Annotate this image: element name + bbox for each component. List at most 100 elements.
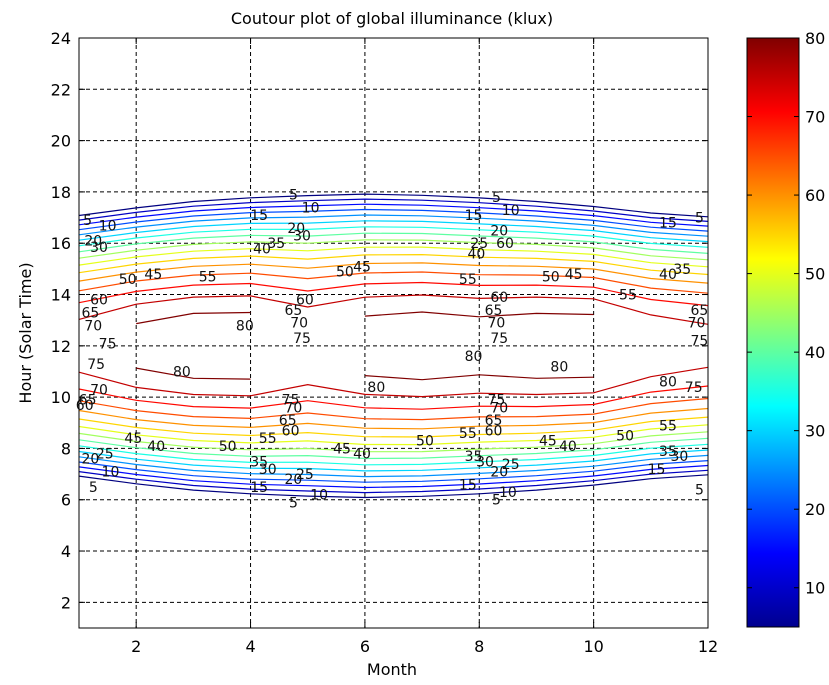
contour-label: 30 (670, 449, 688, 465)
contour-line (78, 469, 709, 494)
contour-label: 60 (490, 290, 508, 306)
contour-label: 60 (496, 236, 514, 252)
y-tick-label: 14 (51, 286, 71, 305)
contour-label: 50 (542, 270, 560, 286)
contour-label: 35 (250, 454, 268, 470)
contour-line (78, 208, 709, 232)
contour-label: 15 (250, 480, 268, 496)
x-tick-label: 8 (474, 637, 484, 656)
contour-label: 10 (102, 465, 120, 481)
contour-label: 75 (87, 357, 105, 373)
contour-label: 30 (476, 454, 494, 470)
contour-label: 55 (659, 418, 677, 434)
contour-label: 75 (685, 380, 703, 396)
contour-label: 25 (502, 457, 520, 473)
contour-line (78, 431, 709, 453)
contour-line (78, 232, 709, 254)
contour-label: 50 (219, 439, 237, 455)
x-tick-label: 2 (131, 637, 141, 656)
y-tick-label: 22 (51, 80, 71, 99)
contour-label: 35 (673, 262, 691, 278)
contour-label: 15 (659, 216, 677, 232)
contour-line (136, 367, 251, 380)
x-axis-label: Month (367, 660, 417, 679)
contour-label: 60 (485, 423, 503, 439)
colorbar-tick-label: 10 (805, 579, 825, 598)
contour-label: 35 (659, 444, 677, 460)
colorbar-tick-label: 60 (805, 186, 825, 205)
y-axis-label: Hour (Solar Time) (16, 262, 35, 403)
contour-label: 5 (695, 482, 704, 498)
contour-label: 55 (459, 272, 477, 288)
contour-line (136, 311, 251, 325)
contour-label: 50 (616, 429, 634, 445)
contour-label: 50 (119, 272, 137, 288)
contour-line (78, 474, 709, 499)
contour-label: 70 (84, 318, 102, 334)
plot-area (79, 38, 708, 628)
contour-label: 20 (82, 452, 100, 468)
contour-lines (78, 193, 709, 499)
contour-label: 65 (279, 413, 297, 429)
contour-line (78, 193, 709, 218)
contour-label: 10 (99, 218, 117, 234)
x-tick-label: 6 (360, 637, 370, 656)
contour-label: 25 (470, 236, 488, 252)
contour-label: 45 (124, 431, 142, 447)
contour-label: 60 (76, 398, 94, 414)
contour-label: 45 (565, 267, 583, 283)
contour-label: 65 (485, 303, 503, 319)
plot-frame (78, 37, 709, 629)
contour-label: 30 (90, 240, 108, 256)
x-tick-label: 4 (245, 637, 255, 656)
contour-label: 75 (99, 336, 117, 352)
contour-label: 60 (90, 293, 108, 309)
contour-line (78, 239, 709, 261)
contour-label: 80 (465, 349, 483, 365)
y-tick-label: 6 (61, 491, 71, 510)
contour-label: 20 (287, 221, 305, 237)
contour-line (78, 220, 709, 243)
contour-label: 80 (367, 380, 385, 396)
contour-line (78, 397, 709, 421)
contour-label: 20 (84, 234, 102, 250)
contour-label: 10 (310, 488, 328, 504)
contour-line (78, 226, 709, 248)
contour-line (78, 460, 709, 483)
contour-line (78, 454, 709, 478)
contour-label: 80 (173, 364, 191, 380)
colorbar-tick-label: 80 (805, 29, 825, 48)
contour-label: 5 (695, 211, 704, 227)
colorbar-tick-label: 70 (805, 108, 825, 127)
contour-label: 65 (79, 393, 97, 409)
contour-label: 40 (253, 241, 271, 257)
contour-label: 70 (490, 400, 508, 416)
y-tick-label: 8 (61, 439, 71, 458)
contour-label: 5 (289, 187, 298, 203)
contour-label: 65 (82, 305, 100, 321)
contour-label: 40 (353, 447, 371, 463)
contour-label: 75 (488, 393, 506, 409)
contour-line (78, 281, 709, 307)
contour-label: 60 (296, 293, 314, 309)
contour-line (78, 214, 709, 237)
contour-label: 35 (465, 449, 483, 465)
grid-lines (79, 38, 708, 628)
contour-label: 70 (688, 316, 706, 332)
contour-label: 45 (144, 267, 162, 283)
y-tick-label: 4 (61, 542, 71, 561)
y-tick-label: 2 (61, 593, 71, 612)
contour-line (364, 374, 594, 381)
contour-label: 5 (492, 493, 501, 509)
contour-label: 5 (89, 480, 98, 496)
y-tick-label: 12 (51, 337, 71, 356)
contour-label: 5 (492, 190, 501, 206)
contour-line (78, 424, 709, 446)
contour-label: 65 (691, 303, 709, 319)
contour-label: 15 (648, 462, 666, 478)
contour-label: 20 (285, 472, 303, 488)
contour-label: 65 (285, 303, 303, 319)
contour-label: 20 (490, 465, 508, 481)
contour-label: 15 (250, 208, 268, 224)
